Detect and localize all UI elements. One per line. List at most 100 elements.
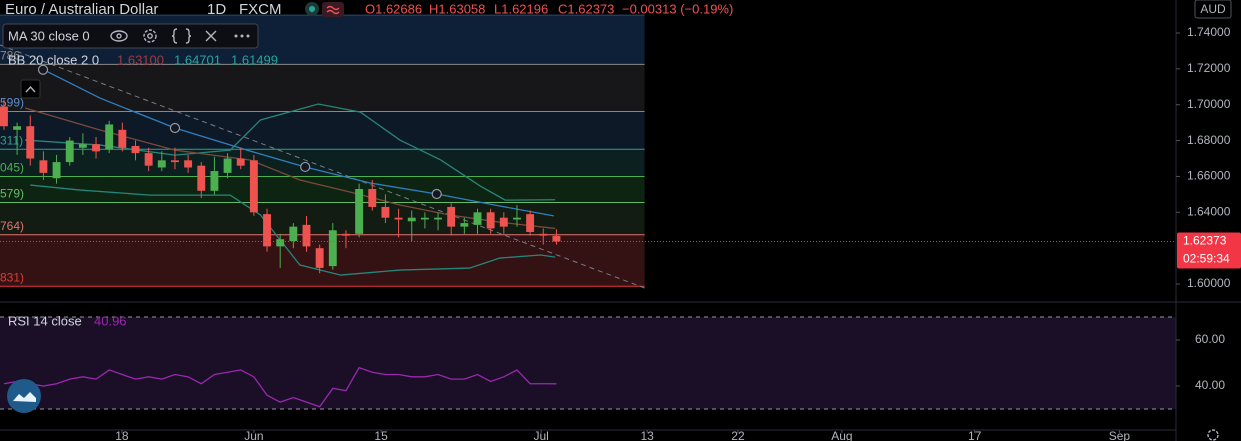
x-tick-label: Aug: [831, 429, 852, 441]
fib-label: 831): [0, 270, 24, 284]
candle-body: [328, 230, 337, 267]
fib-zone: [0, 202, 645, 235]
x-tick-label: 18: [115, 429, 129, 441]
ma-legend-box[interactable]: [2, 23, 259, 49]
candle-body: [315, 248, 324, 268]
bb-legend[interactable]: BB 20 close 2 0: [8, 52, 99, 67]
y-tick-label: 1.74000: [1187, 25, 1231, 39]
candle-body: [539, 233, 548, 236]
x-tick-label: 17: [968, 429, 982, 441]
bb-lower: 1.61499: [231, 52, 278, 67]
candle-body: [513, 217, 521, 220]
candle-body: [447, 206, 456, 227]
collapse-icon[interactable]: [25, 85, 36, 93]
x-tick-label: Jun: [244, 429, 263, 441]
candle-body: [13, 126, 22, 130]
x-tick-label: 13: [641, 429, 655, 441]
indicator-line: [24, 103, 556, 201]
candle-body: [407, 217, 416, 222]
candle-body: [197, 165, 206, 191]
candle-body: [78, 144, 87, 148]
candle-body: [39, 160, 48, 173]
currency[interactable]: AUD: [1200, 2, 1226, 16]
candle-body: [342, 233, 350, 236]
ma-marker: [300, 161, 311, 173]
last-price-box: [1177, 232, 1241, 269]
candle-body: [368, 189, 377, 207]
settings-icon[interactable]: [143, 29, 157, 43]
more-icon[interactable]: [234, 34, 250, 38]
eye-icon[interactable]: [110, 30, 128, 42]
candle-body: [144, 153, 153, 166]
candle-body: [499, 217, 508, 227]
candle-body: [65, 140, 74, 163]
remove-icon[interactable]: [205, 30, 217, 42]
candle-body: [0, 106, 8, 127]
candle-body: [460, 223, 469, 227]
collapse-button[interactable]: [20, 79, 41, 99]
x-tick-label: 22: [731, 429, 745, 441]
fib-label: 579): [0, 187, 24, 201]
x-tick-label: Sep: [1109, 429, 1131, 441]
candle-body: [355, 189, 364, 234]
source-icon[interactable]: [171, 28, 192, 44]
fib-zone: [0, 176, 645, 203]
candle-body: [92, 144, 100, 152]
y-tick-label: 1.60000: [1187, 276, 1231, 290]
fib-label: 786: [0, 49, 20, 63]
ma-marker: [169, 122, 181, 134]
last-price-label: 1.62373: [1183, 234, 1227, 248]
interval[interactable]: 1D: [207, 1, 226, 18]
data-icon: [326, 5, 340, 15]
rsi-line: [3, 366, 557, 408]
candle-body: [394, 217, 403, 220]
y-tick-label: 1.70000: [1187, 97, 1231, 111]
symbol[interactable]: Euro / Australian Dollar: [5, 1, 158, 18]
ma-marker: [37, 64, 49, 75]
fib-label: 599): [0, 96, 24, 110]
candle-body: [381, 206, 390, 218]
logo[interactable]: [7, 379, 41, 413]
x-tick-label: 15: [374, 429, 388, 441]
rsi-legend[interactable]: RSI 14 close: [8, 313, 82, 328]
fib-label: 311): [0, 133, 23, 147]
candle-body: [263, 214, 271, 247]
change: −0.00313 (−0.19%): [622, 1, 733, 16]
countdown: 02:59:34: [1183, 252, 1230, 266]
y-tick-label: 1.68000: [1187, 133, 1231, 147]
market-status-dot: [309, 6, 315, 12]
low: L1.62196: [494, 1, 548, 16]
close: C1.62373: [558, 1, 614, 16]
y-tick-label: 1.66000: [1187, 169, 1231, 183]
fib-label: 764): [0, 219, 24, 233]
currency-box[interactable]: [1194, 0, 1232, 19]
high: H1.63058: [429, 1, 485, 16]
y-tick-label: 60.00: [1195, 332, 1225, 346]
ma-legend[interactable]: MA 30 close 0: [8, 28, 90, 43]
y-tick-label: 1.64000: [1187, 204, 1231, 218]
candle-body: [171, 160, 179, 163]
fib-zone: [0, 149, 645, 177]
candle-body: [434, 217, 442, 220]
exchange: FXCM: [239, 1, 282, 18]
candle-body: [210, 171, 219, 191]
x-tick-label: Jul: [533, 429, 548, 441]
rsi-band: [0, 316, 1176, 410]
candle-body: [223, 158, 232, 173]
candle-body: [118, 129, 127, 148]
axis-settings[interactable]: [1207, 429, 1219, 441]
candle-body: [302, 224, 311, 247]
indicator-line: [30, 184, 556, 276]
candle-body: [184, 160, 193, 168]
logo-mark[interactable]: [13, 392, 36, 402]
candle-body: [52, 162, 61, 179]
candle-body: [420, 217, 429, 220]
candle-body: [486, 212, 495, 229]
candle-body: [289, 226, 298, 242]
candle-body: [276, 239, 285, 247]
rsi-value: 40.96: [94, 313, 127, 328]
trendline: [0, 44, 645, 289]
y-tick-label: 1.72000: [1187, 61, 1231, 75]
ma-marker: [431, 188, 442, 200]
bb-upper: 1.64701: [174, 52, 221, 67]
